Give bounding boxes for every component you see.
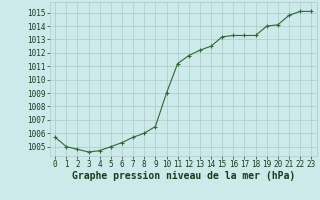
X-axis label: Graphe pression niveau de la mer (hPa): Graphe pression niveau de la mer (hPa) bbox=[72, 171, 295, 181]
